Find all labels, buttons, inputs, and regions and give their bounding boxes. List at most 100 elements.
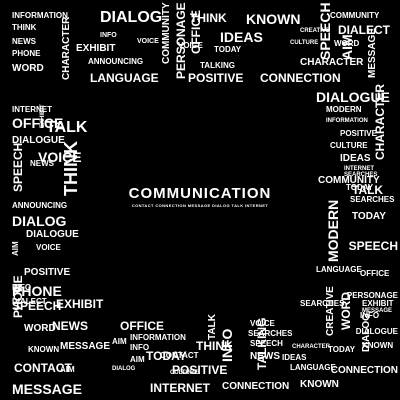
word-phone: PHONE xyxy=(12,49,41,58)
word-ideas: IDEAS xyxy=(220,29,263,45)
word-character: CHARACTER xyxy=(292,344,330,350)
word-internet: INTERNET xyxy=(12,105,52,114)
word-voice: VOICE xyxy=(38,149,82,165)
word-character: CHARACTER xyxy=(373,84,387,160)
word-message: MESSAGE xyxy=(12,381,83,397)
word-office: OFFICE xyxy=(12,115,64,131)
word-news: NEWS xyxy=(12,37,36,46)
word-speech: SPEECH xyxy=(11,142,25,192)
word-news: NEWS xyxy=(30,159,54,168)
word-dialogue: DIALOGUE xyxy=(355,327,398,336)
word-connection: CONNECTION xyxy=(330,365,398,376)
word-dialogue: DIALOGUE xyxy=(12,135,65,146)
word-information: INFORMATION xyxy=(12,11,68,20)
word-dialect: DIALECT xyxy=(12,297,47,306)
word-community: COMMUNITY xyxy=(161,2,172,64)
word-think: THINK xyxy=(61,141,81,196)
word-culture: CULTURE xyxy=(170,370,199,376)
word-dialogue: DIALOGUE xyxy=(26,229,79,240)
word-word: WORD xyxy=(339,292,353,330)
word-exhibit: EXHIBIT xyxy=(56,297,104,311)
word-information: INFORMATION xyxy=(130,333,186,342)
word-dialog: DIALOG xyxy=(361,313,372,352)
word-talk: TALK xyxy=(207,314,218,340)
word-community: COMMUNITY xyxy=(318,175,380,186)
word-office: OFFICE xyxy=(120,319,164,333)
word-culture: CULTURE xyxy=(290,40,319,46)
word-character: CHARACTER xyxy=(61,16,72,80)
word-searches: SEARCHES xyxy=(300,299,345,308)
word-speech: SPEECH xyxy=(250,339,283,348)
word-dialogue: DIALOGUE xyxy=(316,89,390,105)
word-today: TODAY xyxy=(352,211,386,222)
word-language: LANGUAGE xyxy=(290,363,336,372)
word-community: COMMUNITY xyxy=(330,11,380,20)
word-word: WORD xyxy=(12,63,44,74)
word-speech: SPEECH xyxy=(348,239,398,253)
word-think: THINK xyxy=(12,23,37,32)
center-block: COMMUNICATION CONTACT CONNECTION MESSAGE… xyxy=(104,186,296,208)
word-exhibit: EXHIBIT xyxy=(76,43,116,54)
word-voice: VOICE xyxy=(250,319,275,328)
word-think: THINK xyxy=(196,339,233,353)
word-language: LANGUAGE xyxy=(90,71,159,85)
center-subtitle: CONTACT CONNECTION MESSAGE DIALOG TALK I… xyxy=(131,203,269,208)
word-dialog: DIALOG xyxy=(100,9,163,26)
word-modern: MODERN xyxy=(326,105,362,114)
word-phone: PHONE xyxy=(12,283,62,299)
center-title: COMMUNICATION xyxy=(128,185,272,202)
word-dialog: DIALOG xyxy=(112,366,136,372)
word-known: KNOWN xyxy=(246,11,301,27)
word-word: WORD xyxy=(24,323,56,334)
word-contact: CONTACT xyxy=(160,351,199,360)
word-modern: MODERN xyxy=(325,199,341,262)
word-today: TODAY xyxy=(146,349,187,363)
word-info: INFO xyxy=(12,283,32,292)
word-positive: POSITIVE xyxy=(188,71,244,85)
word-announcing: ANNOUNCING xyxy=(12,201,68,210)
word-voice: VOICE xyxy=(178,41,203,50)
word-connection: CONNECTION xyxy=(222,381,290,392)
word-creative: CREATIVE xyxy=(325,286,336,336)
word-positive: POSITIVE xyxy=(24,267,71,278)
word-talk: TALK xyxy=(46,119,88,136)
word-voice: VOICE xyxy=(36,243,61,252)
word-news: NEWS xyxy=(250,351,280,362)
word-contact: CONTACT xyxy=(14,361,72,375)
word-language: LANGUAGE xyxy=(316,265,362,274)
word-culture: CULTURE xyxy=(330,141,368,150)
word-aim: AIM xyxy=(130,355,145,364)
word-information: INFORMATION xyxy=(326,118,368,124)
word-news: NEWS xyxy=(52,319,88,333)
word-talk: TALK xyxy=(352,183,384,197)
word-creative: CREATIVE xyxy=(300,28,330,34)
word-message: MESSAGE xyxy=(367,27,378,78)
word-searches: SEARCHES xyxy=(350,195,395,204)
word-info: INFO xyxy=(100,32,117,39)
word-known: KNOWN xyxy=(300,379,339,390)
word-aim: AIM xyxy=(112,337,127,346)
word-aim: AIM xyxy=(60,365,75,374)
word-ideas: IDEAS xyxy=(282,353,307,362)
word-info: INFO xyxy=(130,343,150,352)
word-personage: PERSONAGE xyxy=(346,291,398,300)
word-searches: SEARCHES xyxy=(344,172,378,178)
word-known: KNOWN xyxy=(362,341,394,350)
word-office: OFFICE xyxy=(360,269,390,278)
word-positive: POSITIVE xyxy=(172,363,228,377)
word-announcing: ANNOUNCING xyxy=(88,57,144,66)
word-searches: SEARCHES xyxy=(248,329,293,338)
word-exhibit: EXHIBIT xyxy=(362,299,394,308)
word-info: INFO xyxy=(360,311,380,320)
word-dialect: DIALECT xyxy=(338,23,390,37)
word-character: CHARACTER xyxy=(300,57,364,68)
word-speech: SPEECH xyxy=(12,299,62,313)
word-today: TODAY xyxy=(214,45,242,54)
word-info: INFO xyxy=(219,328,235,362)
word-internet: INTERNET xyxy=(150,381,210,395)
word-dialog: DIALOG xyxy=(12,213,67,229)
word-word: WORD xyxy=(334,39,360,48)
word-aim: AIM xyxy=(11,241,20,256)
word-talking: TALKING xyxy=(255,317,269,370)
